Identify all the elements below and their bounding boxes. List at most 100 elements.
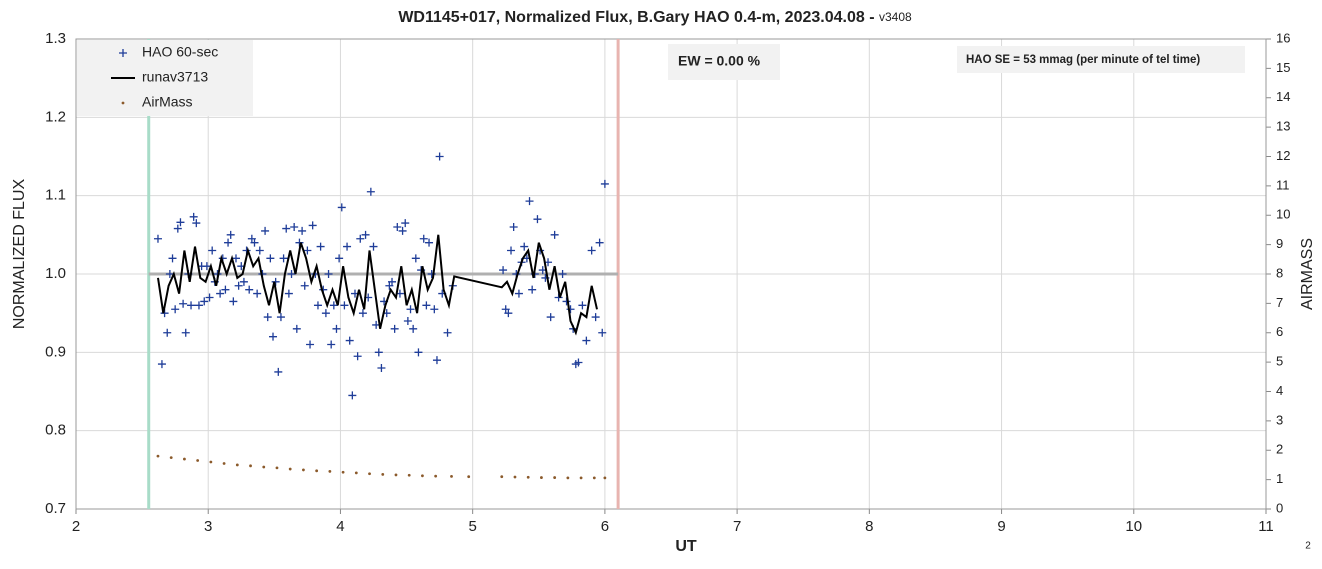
data-point	[430, 305, 439, 314]
data-point	[504, 309, 513, 318]
chart-version: v3408	[879, 10, 912, 24]
data-point	[419, 234, 428, 243]
running-average-line	[157, 234, 598, 336]
airmass-point	[566, 476, 570, 480]
data-point	[192, 219, 201, 228]
y-tick-label: 1.3	[45, 30, 66, 47]
data-point	[234, 281, 243, 290]
airmass-point	[467, 475, 471, 479]
data-point	[300, 281, 309, 290]
y-tick-label: 0.8	[45, 422, 66, 439]
airmass-point	[579, 476, 583, 480]
data-point	[358, 309, 367, 318]
plot-frame	[75, 38, 1267, 510]
data-point	[205, 293, 214, 302]
airmass-point	[315, 469, 319, 473]
data-point	[343, 242, 352, 251]
data-point	[245, 285, 254, 294]
y-tick-label: 0.9	[45, 343, 66, 360]
data-point	[313, 301, 322, 310]
airmass-point	[341, 470, 345, 474]
data-point	[335, 254, 344, 263]
data-point	[269, 332, 278, 341]
data-point	[340, 301, 349, 310]
data-point	[266, 254, 275, 263]
airmass-point	[328, 470, 332, 473]
annotation: EW = 0.00 %	[678, 53, 761, 69]
airmass-point	[156, 454, 160, 458]
data-point	[279, 254, 288, 263]
data-point	[600, 179, 609, 188]
x-tick-label: 4	[336, 518, 344, 535]
y-axis-label: NORMALIZED FLUX	[11, 179, 28, 330]
airmass-point	[354, 471, 358, 475]
data-point	[292, 324, 301, 333]
data-point	[202, 262, 211, 271]
data-point	[255, 246, 264, 255]
airmass-point	[553, 476, 557, 479]
airmass-point	[540, 476, 543, 479]
data-point	[189, 212, 198, 221]
data-point	[187, 301, 196, 310]
data-point	[566, 305, 575, 314]
data-point	[290, 223, 299, 231]
data-point	[153, 234, 162, 243]
y2-tick-label: 4	[1276, 383, 1283, 398]
data-point	[179, 299, 188, 308]
airmass-point	[183, 457, 186, 461]
data-point	[163, 328, 172, 337]
data-point	[520, 242, 529, 251]
data-point	[393, 223, 402, 231]
airmass-point	[275, 466, 279, 470]
data-point	[168, 254, 177, 263]
airmass-point	[500, 475, 504, 479]
airmass-point	[592, 476, 596, 480]
y2-tick-label: 1	[1276, 471, 1283, 486]
airmass-point	[235, 463, 239, 467]
airmass-point	[394, 473, 398, 477]
data-point	[406, 305, 415, 314]
airmass-point	[262, 465, 266, 469]
x-tick-label: 10	[1125, 518, 1142, 535]
data-point	[327, 340, 336, 349]
data-point	[303, 246, 312, 255]
data-point	[221, 285, 230, 294]
data-point	[598, 328, 607, 337]
y2-axis-label: AIRMASS	[1299, 238, 1316, 310]
data-point	[533, 215, 542, 224]
data-point	[435, 152, 444, 161]
data-point	[369, 242, 378, 251]
data-point	[443, 328, 452, 337]
data-point	[250, 238, 259, 247]
data-point	[356, 234, 365, 243]
airmass-point	[169, 456, 173, 459]
airmass-point	[526, 475, 530, 479]
data-point	[287, 270, 296, 278]
data-point	[507, 246, 516, 255]
data-point	[332, 324, 341, 333]
data-point	[499, 266, 508, 275]
y2-tick-label: 9	[1276, 236, 1283, 251]
data-point	[432, 356, 441, 365]
x-tick-label: 11	[1258, 518, 1274, 535]
data-point	[171, 305, 180, 314]
x-tick-label: 7	[733, 518, 741, 535]
y2-tick-label: 10	[1276, 207, 1290, 222]
data-point	[276, 313, 285, 322]
y2-tick-label: 13	[1276, 119, 1290, 134]
data-point	[425, 238, 434, 247]
data-point	[422, 301, 431, 310]
y2-tick-label: 16	[1276, 30, 1290, 45]
data-point	[377, 364, 386, 372]
data-point	[595, 238, 604, 247]
data-point	[546, 313, 555, 322]
data-point	[550, 230, 559, 239]
annotation: HAO SE = 53 mmag (per minute of tel time…	[966, 54, 1200, 66]
y2-tick-label: 12	[1276, 148, 1290, 163]
data-point	[274, 367, 283, 376]
data-point	[409, 324, 418, 333]
data-point	[308, 221, 317, 230]
airmass-point	[381, 472, 385, 476]
data-point	[194, 301, 203, 310]
